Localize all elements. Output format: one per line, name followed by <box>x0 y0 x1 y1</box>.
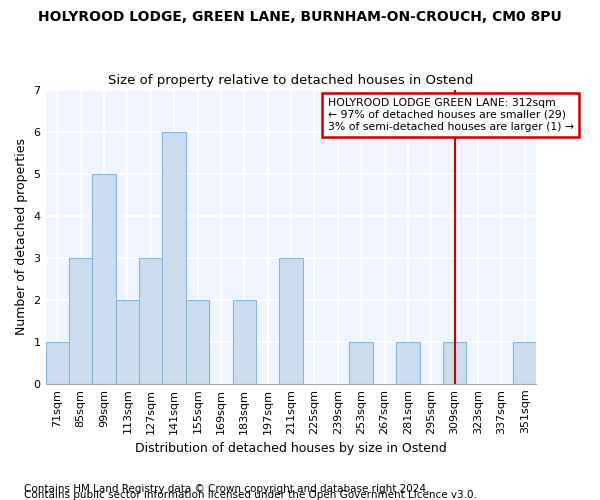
Bar <box>186 300 209 384</box>
Bar <box>139 258 163 384</box>
Y-axis label: Number of detached properties: Number of detached properties <box>15 138 28 335</box>
Text: HOLYROOD LODGE GREEN LANE: 312sqm
← 97% of detached houses are smaller (29)
3% o: HOLYROOD LODGE GREEN LANE: 312sqm ← 97% … <box>328 98 574 132</box>
Bar <box>116 300 139 384</box>
Text: HOLYROOD LODGE, GREEN LANE, BURNHAM-ON-CROUCH, CM0 8PU: HOLYROOD LODGE, GREEN LANE, BURNHAM-ON-C… <box>38 10 562 24</box>
Bar <box>396 342 419 384</box>
Bar <box>69 258 92 384</box>
Bar <box>233 300 256 384</box>
Text: Contains HM Land Registry data © Crown copyright and database right 2024.: Contains HM Land Registry data © Crown c… <box>24 484 430 494</box>
Bar <box>513 342 536 384</box>
Text: Contains public sector information licensed under the Open Government Licence v3: Contains public sector information licen… <box>24 490 477 500</box>
Bar <box>46 342 69 384</box>
Title: Size of property relative to detached houses in Ostend: Size of property relative to detached ho… <box>109 74 474 87</box>
Bar <box>92 174 116 384</box>
X-axis label: Distribution of detached houses by size in Ostend: Distribution of detached houses by size … <box>135 442 447 455</box>
Bar <box>163 132 186 384</box>
Bar <box>280 258 303 384</box>
Bar <box>443 342 466 384</box>
Bar <box>349 342 373 384</box>
